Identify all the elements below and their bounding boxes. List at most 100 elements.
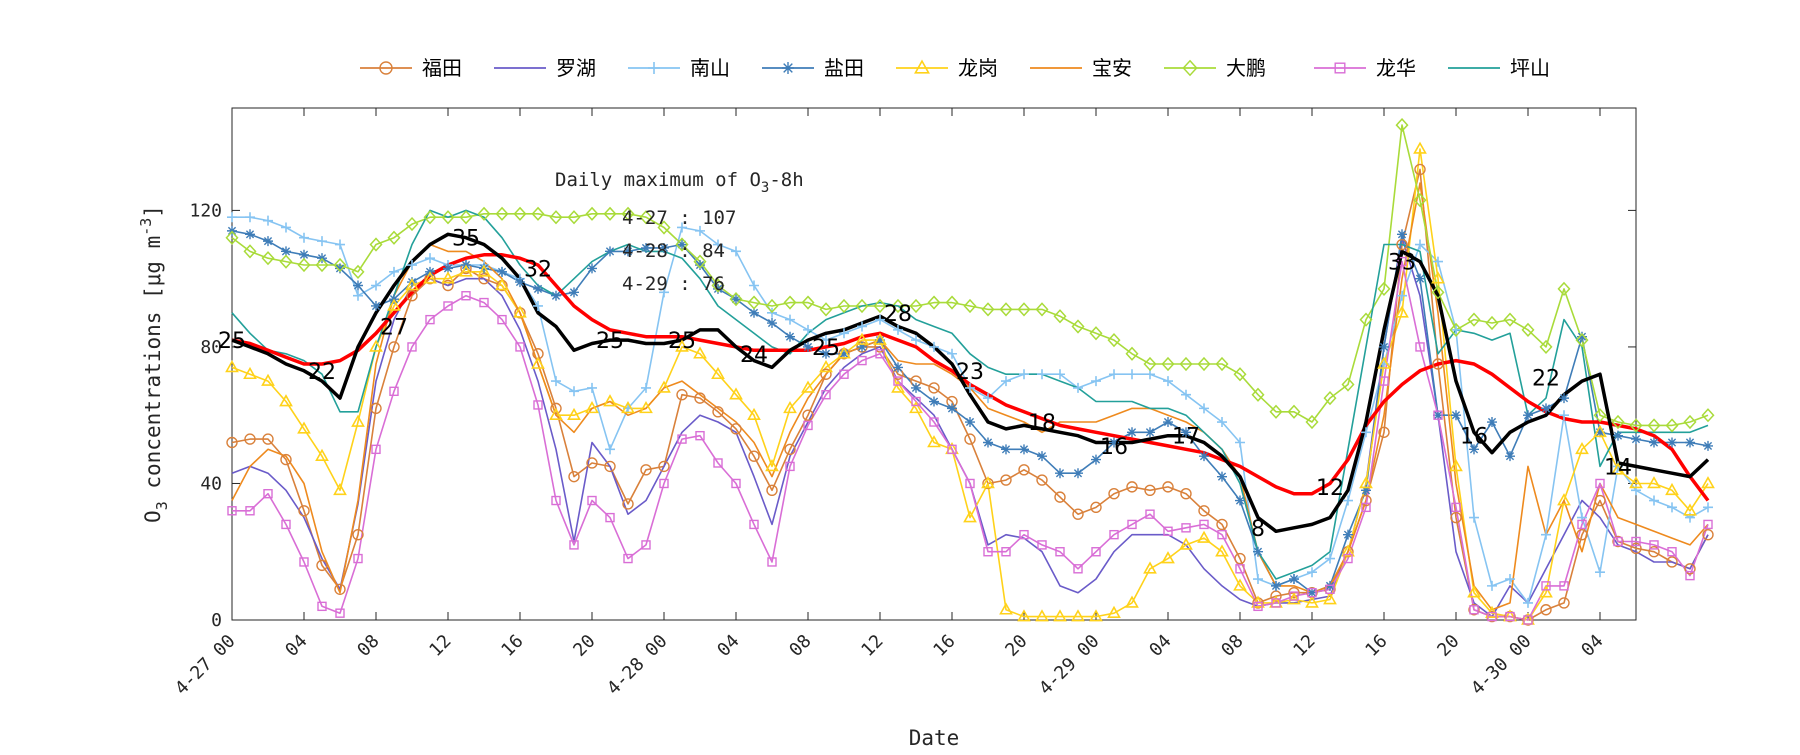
legend-label: 盐田: [824, 56, 864, 80]
series-marker-0: [928, 382, 940, 394]
series-marker-4: [1359, 476, 1373, 489]
series-marker-6: [1143, 356, 1157, 372]
series-marker-4: [1287, 592, 1301, 605]
series-marker-3: [767, 318, 777, 329]
series-marker-0: [1180, 488, 1192, 500]
series-marker-6: [1539, 339, 1553, 355]
series-marker-3: [857, 341, 867, 352]
series-marker-2: [317, 236, 327, 247]
series-marker-4: [675, 339, 689, 352]
series-marker-6: [945, 295, 959, 310]
series-marker-7: [1541, 581, 1551, 591]
series-marker-0: [1378, 426, 1390, 438]
series-marker-4: [729, 387, 743, 400]
segment-label: 14: [1604, 455, 1632, 480]
series-marker-7: [1685, 570, 1695, 581]
series-marker-0: [676, 389, 688, 401]
series-marker-2: [1703, 502, 1713, 513]
series-marker-3: [1307, 587, 1317, 598]
series-marker-4: [1035, 609, 1049, 622]
series-marker-7: [1181, 523, 1191, 533]
series-marker-4: [585, 400, 599, 414]
x-tick-label: 04: [713, 631, 743, 661]
series-marker-0: [1684, 563, 1696, 575]
series-marker-7: [317, 601, 327, 612]
series-marker-4: [1593, 424, 1607, 438]
legend-label: 罗湖: [556, 56, 596, 80]
series-marker-6: [1413, 193, 1427, 208]
series-marker-2: [1001, 376, 1011, 387]
series-marker-4: [1107, 605, 1121, 618]
segment-label: 8: [1251, 517, 1265, 542]
series-marker-2: [389, 266, 399, 277]
series-marker-2: [1109, 369, 1119, 380]
series-marker-3: [1667, 437, 1677, 448]
black-series-line: [231, 232, 1710, 534]
series-marker-7: [569, 540, 579, 550]
series-marker-6: [387, 230, 401, 245]
series-marker-7: [1343, 553, 1353, 564]
y-axis-title: O3 concentrations [μg m-3]: [137, 205, 171, 523]
series-marker-2: [1055, 369, 1065, 380]
series-marker-6: [369, 237, 383, 252]
series-marker-2: [335, 239, 345, 250]
series-marker-0: [694, 392, 706, 404]
series-marker-7: [1559, 581, 1569, 591]
series-marker-6: [1251, 387, 1265, 402]
series-marker-7: [1433, 410, 1443, 420]
series-marker-4: [261, 373, 275, 386]
series-marker-4: [837, 346, 851, 359]
series-marker-7: [695, 430, 705, 441]
series-marker-7: [1307, 587, 1317, 598]
series-marker-4: [477, 264, 491, 277]
series-marker-6: [675, 237, 689, 252]
series-marker-7: [749, 519, 759, 530]
series-marker-6: [1017, 302, 1031, 317]
series-marker-6: [1701, 408, 1715, 423]
series-marker-3: [587, 263, 597, 274]
series-marker-2: [281, 222, 291, 233]
series-marker-2: [839, 328, 849, 339]
series-marker-2: [1433, 256, 1443, 267]
series-marker-7: [551, 495, 561, 506]
series-marker-2: [1181, 389, 1191, 400]
series-marker-7: [1469, 605, 1479, 615]
segment-labels: 25 22 27 35 32 25 25 24 25 28 23 18 16 17 8 12 33 16 22 14: [218, 227, 1632, 542]
series-marker-7: [1235, 564, 1245, 574]
series-marker-7: [515, 342, 525, 352]
segment-label: 17: [1172, 425, 1200, 450]
x-tick-label: 20: [1433, 631, 1463, 661]
series-marker-0: [1612, 535, 1624, 548]
series-marker-2: [299, 232, 309, 243]
series-marker-4: [1557, 493, 1571, 506]
series-marker-2: [371, 280, 381, 291]
series-marker-2: [929, 341, 939, 352]
series-marker-6: [441, 210, 455, 225]
annotation-line: 4-28 : 84: [622, 240, 725, 262]
series-marker-3: [1343, 529, 1353, 540]
series-marker-4: [351, 414, 365, 427]
x-axis-title: Date: [909, 726, 960, 750]
series-marker-4: [801, 380, 815, 393]
series-marker-2: [1451, 324, 1461, 335]
x-tick-label: 08: [1217, 631, 1247, 661]
series-marker-3: [1181, 427, 1191, 438]
series-marker-7: [767, 557, 777, 567]
series-marker-3: [263, 236, 273, 247]
series-marker-4: [1647, 476, 1661, 489]
series-marker-6: [1611, 414, 1625, 430]
series-marker-7: [1631, 536, 1641, 547]
series-marker-6: [1161, 356, 1175, 372]
series-marker-6: [477, 206, 491, 221]
series-marker-0: [586, 457, 598, 469]
series-marker-0: [1414, 163, 1426, 176]
series-marker-3: [1559, 393, 1569, 404]
series-marker-3: [1109, 437, 1119, 448]
series-marker-7: [443, 301, 453, 311]
series-marker-3: [1505, 451, 1515, 462]
series-marker-6: [1233, 367, 1247, 382]
series-marker-7: [371, 444, 381, 455]
series-marker-7: [479, 297, 489, 308]
series-marker-4: [909, 400, 923, 414]
series-marker-7: [1055, 547, 1065, 557]
